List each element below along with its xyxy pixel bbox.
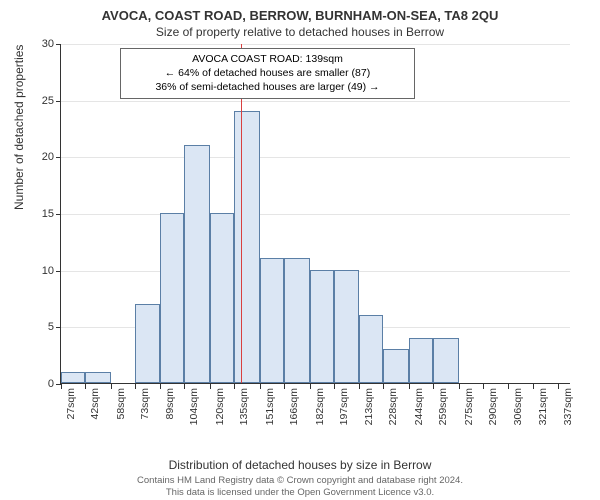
gridline: [61, 157, 570, 158]
ytick-mark: [56, 271, 61, 272]
xtick-label: 58sqm: [115, 388, 127, 420]
annotation-box: AVOCA COAST ROAD: 139sqm ← 64% of detach…: [120, 48, 415, 99]
chart-title-sub: Size of property relative to detached ho…: [0, 23, 600, 39]
xtick-label: 197sqm: [338, 388, 350, 425]
xtick-mark: [160, 384, 161, 389]
histogram-bar: [234, 111, 260, 383]
xtick-mark: [184, 384, 185, 389]
xtick-mark: [433, 384, 434, 389]
xtick-label: 337sqm: [562, 388, 574, 425]
xtick-label: 321sqm: [537, 388, 549, 425]
xtick-label: 244sqm: [413, 388, 425, 425]
histogram-bar: [310, 270, 334, 383]
xtick-label: 259sqm: [437, 388, 449, 425]
histogram-bar: [359, 315, 383, 383]
gridline: [61, 101, 570, 102]
annotation-line1: AVOCA COAST ROAD: 139sqm: [127, 52, 408, 66]
xtick-label: 151sqm: [264, 388, 276, 425]
xtick-label: 182sqm: [314, 388, 326, 425]
x-axis-title: Distribution of detached houses by size …: [0, 458, 600, 472]
footer: Contains HM Land Registry data © Crown c…: [0, 475, 600, 498]
histogram-bar: [61, 372, 85, 383]
xtick-label: 135sqm: [238, 388, 250, 425]
xtick-label: 27sqm: [65, 388, 77, 420]
xtick-mark: [533, 384, 534, 389]
footer-line1: Contains HM Land Registry data © Crown c…: [0, 475, 600, 486]
xtick-mark: [210, 384, 211, 389]
chart-container: AVOCA, COAST ROAD, BERROW, BURNHAM-ON-SE…: [0, 0, 600, 500]
ytick-label: 20: [24, 151, 54, 163]
histogram-bar: [334, 270, 360, 383]
xtick-mark: [334, 384, 335, 389]
xtick-label: 228sqm: [387, 388, 399, 425]
histogram-bar: [284, 258, 310, 383]
xtick-mark: [508, 384, 509, 389]
xtick-mark: [234, 384, 235, 389]
xtick-mark: [260, 384, 261, 389]
xtick-label: 306sqm: [512, 388, 524, 425]
xtick-mark: [85, 384, 86, 389]
ytick-label: 15: [24, 208, 54, 220]
annotation-line3: 36% of semi-detached houses are larger (…: [127, 80, 408, 94]
histogram-bar: [260, 258, 284, 383]
histogram-bar: [184, 145, 210, 383]
ytick-mark: [56, 157, 61, 158]
ytick-mark: [56, 327, 61, 328]
chart-title-main: AVOCA, COAST ROAD, BERROW, BURNHAM-ON-SE…: [0, 0, 600, 23]
xtick-label: 42sqm: [89, 388, 101, 420]
xtick-mark: [135, 384, 136, 389]
xtick-label: 166sqm: [288, 388, 300, 425]
gridline: [61, 44, 570, 45]
histogram-bar: [135, 304, 161, 383]
xtick-mark: [483, 384, 484, 389]
xtick-mark: [359, 384, 360, 389]
xtick-mark: [310, 384, 311, 389]
xtick-label: 290sqm: [487, 388, 499, 425]
xtick-mark: [558, 384, 559, 389]
ytick-label: 5: [24, 321, 54, 333]
xtick-label: 89sqm: [164, 388, 176, 420]
y-axis-title: Number of detached properties: [12, 45, 26, 210]
xtick-mark: [61, 384, 62, 389]
histogram-bar: [433, 338, 459, 383]
ytick-label: 0: [24, 378, 54, 390]
xtick-mark: [284, 384, 285, 389]
ytick-mark: [56, 214, 61, 215]
ytick-label: 30: [24, 38, 54, 50]
footer-line2: This data is licensed under the Open Gov…: [0, 487, 600, 498]
xtick-mark: [111, 384, 112, 389]
gridline: [61, 214, 570, 215]
ytick-label: 25: [24, 95, 54, 107]
xtick-mark: [459, 384, 460, 389]
xtick-label: 213sqm: [363, 388, 375, 425]
xtick-label: 73sqm: [139, 388, 151, 420]
ytick-label: 10: [24, 265, 54, 277]
xtick-label: 120sqm: [214, 388, 226, 425]
xtick-mark: [409, 384, 410, 389]
ytick-mark: [56, 101, 61, 102]
ytick-mark: [56, 44, 61, 45]
annotation-line2: ← 64% of detached houses are smaller (87…: [127, 66, 408, 80]
histogram-bar: [210, 213, 234, 383]
xtick-label: 275sqm: [463, 388, 475, 425]
histogram-bar: [409, 338, 433, 383]
histogram-bar: [85, 372, 111, 383]
xtick-label: 104sqm: [188, 388, 200, 425]
xtick-mark: [383, 384, 384, 389]
histogram-bar: [383, 349, 409, 383]
histogram-bar: [160, 213, 184, 383]
